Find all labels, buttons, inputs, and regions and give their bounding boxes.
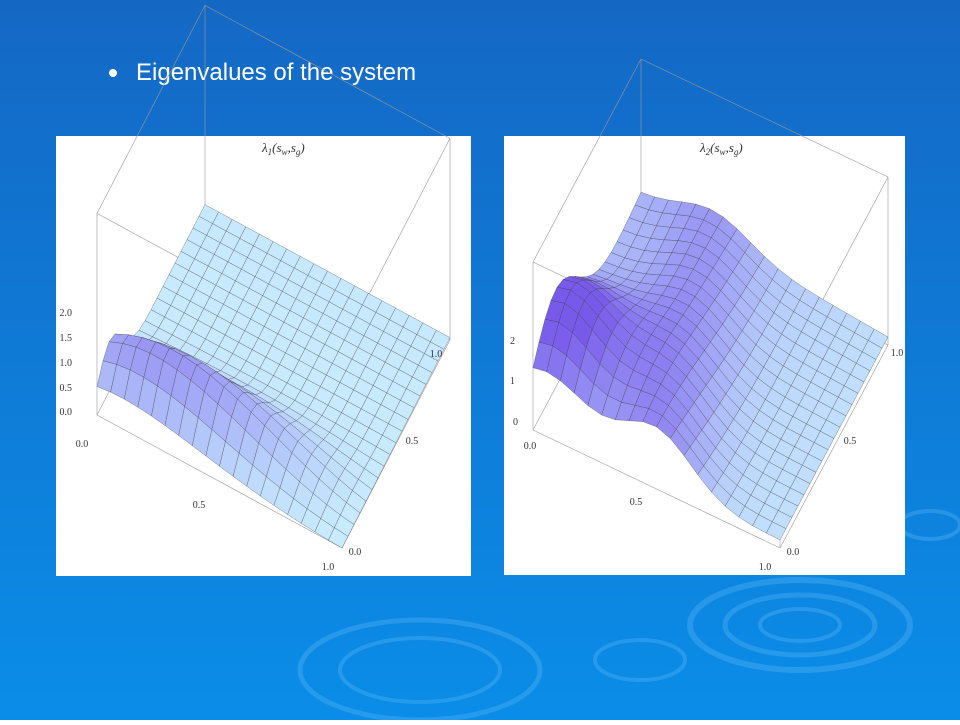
surface-patch — [766, 521, 787, 541]
title-part: s — [729, 140, 734, 155]
y-tick-label: 0.0 — [787, 547, 800, 558]
title-part: s — [291, 140, 296, 155]
box-edge — [532, 429, 781, 549]
bullet-dot — [109, 69, 117, 77]
box-edge — [779, 344, 889, 549]
x-tick-label: 0.5 — [193, 500, 206, 511]
box-edge — [532, 58, 642, 263]
z-tick-label: 2 — [510, 336, 515, 347]
comma: , — [726, 140, 729, 155]
x-tick-label: 0.0 — [524, 441, 537, 452]
z-tick-label: 1.5 — [60, 333, 73, 344]
box-edge — [640, 58, 889, 178]
x-tick-label: 0.5 — [630, 497, 643, 508]
y-tick-label: 0.5 — [406, 436, 419, 447]
plot-title: λ1(sw,sg) — [261, 140, 305, 157]
plot-title: λ2(sw,sg) — [699, 140, 743, 157]
z-tick-label: 0.5 — [60, 383, 73, 394]
y-tick-label: 0.0 — [349, 547, 362, 558]
y-tick-label: 1.0 — [430, 349, 443, 360]
paren-close: ) — [299, 140, 304, 155]
title-part: 2 — [706, 147, 711, 157]
title-part: w — [282, 147, 288, 157]
title-part: 1 — [268, 147, 273, 157]
x-tick-label: 0.0 — [76, 439, 89, 450]
title-part: g — [734, 147, 739, 157]
z-tick-label: 1.0 — [60, 358, 73, 369]
box-edge — [96, 5, 206, 214]
title-part: λ — [261, 140, 268, 155]
y-tick-label: 1.0 — [891, 348, 904, 359]
z-tick-label: 0 — [513, 417, 518, 428]
ripples — [297, 509, 960, 723]
paren-close: ) — [737, 140, 742, 155]
title-part: s — [714, 140, 719, 155]
box-edge — [96, 414, 343, 549]
comma: , — [288, 140, 291, 155]
x-tick-label: 1.0 — [759, 562, 772, 573]
title-part: w — [720, 147, 726, 157]
title-part: s — [276, 140, 281, 155]
box-edge — [204, 5, 451, 139]
x-tick-label: 1.0 — [322, 562, 335, 573]
title-part: λ — [699, 140, 706, 155]
title-part: g — [296, 147, 301, 157]
z-tick-label: 0.0 — [60, 407, 73, 418]
surface-plot: λ1(sw,sg)2.01.51.00.50.00.00.51.00.00.51… — [60, 5, 451, 573]
paren-open: ( — [272, 140, 277, 155]
surface-patch — [328, 527, 349, 549]
y-tick-label: 0.5 — [844, 436, 857, 447]
bullet-text: Eigenvalues of the system — [136, 59, 416, 86]
z-tick-label: 1 — [510, 376, 515, 387]
z-tick-label: 2.0 — [60, 308, 73, 319]
paren-open: ( — [710, 140, 715, 155]
